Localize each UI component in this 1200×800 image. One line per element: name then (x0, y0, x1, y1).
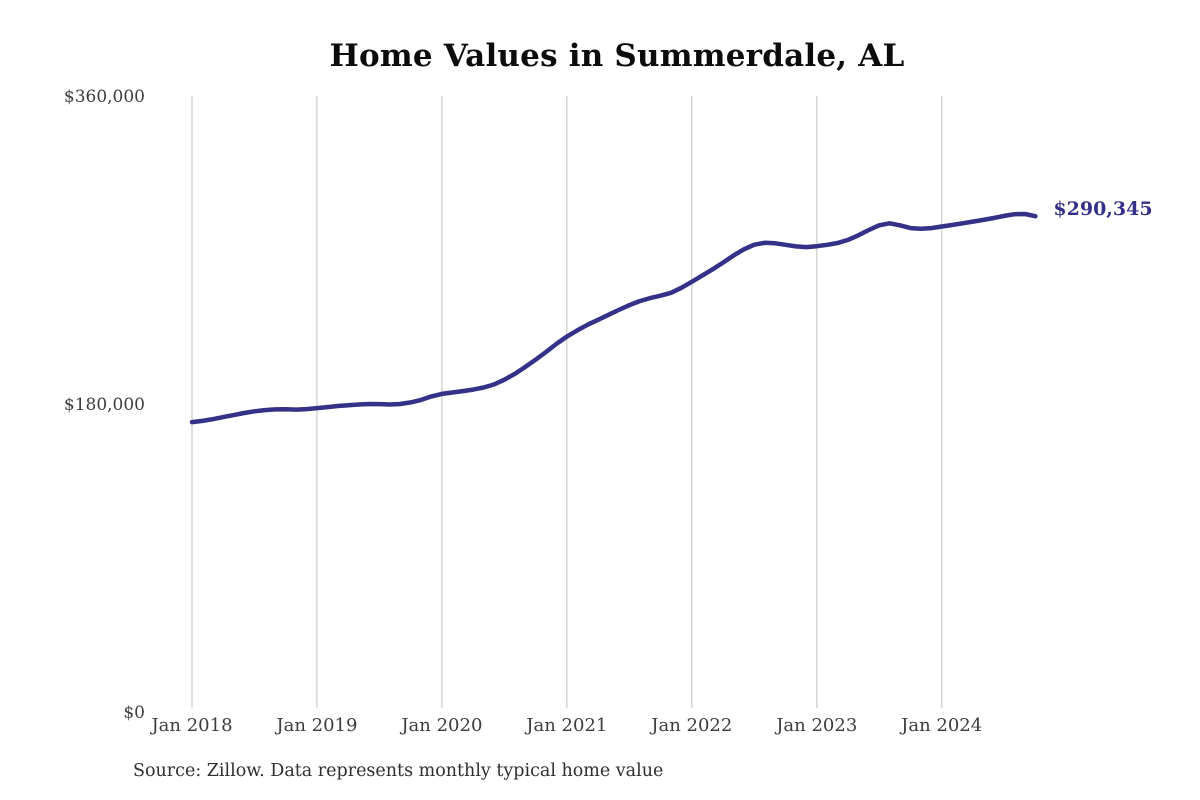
x-tick-label: Jan 2023 (776, 715, 858, 736)
y-tick-label: $180,000 (63, 395, 145, 415)
x-tick-label: Jan 2019 (276, 715, 358, 736)
x-tick-label: Jan 2021 (526, 715, 608, 736)
x-tick-label: Jan 2022 (651, 715, 733, 736)
x-tick-label: Jan 2020 (401, 715, 483, 736)
y-tick-label: $360,000 (63, 87, 145, 107)
chart-title: Home Values in Summerdale, AL (329, 38, 905, 74)
home-value-line (189, 211, 1038, 425)
source-note: Source: Zillow. Data represents monthly … (133, 761, 664, 781)
y-tick-label: $0 (123, 703, 145, 723)
current-value-label: $290,345 (1053, 198, 1153, 221)
x-tick-label: Jan 2024 (901, 715, 983, 736)
x-tick-label: Jan 2018 (151, 715, 233, 736)
